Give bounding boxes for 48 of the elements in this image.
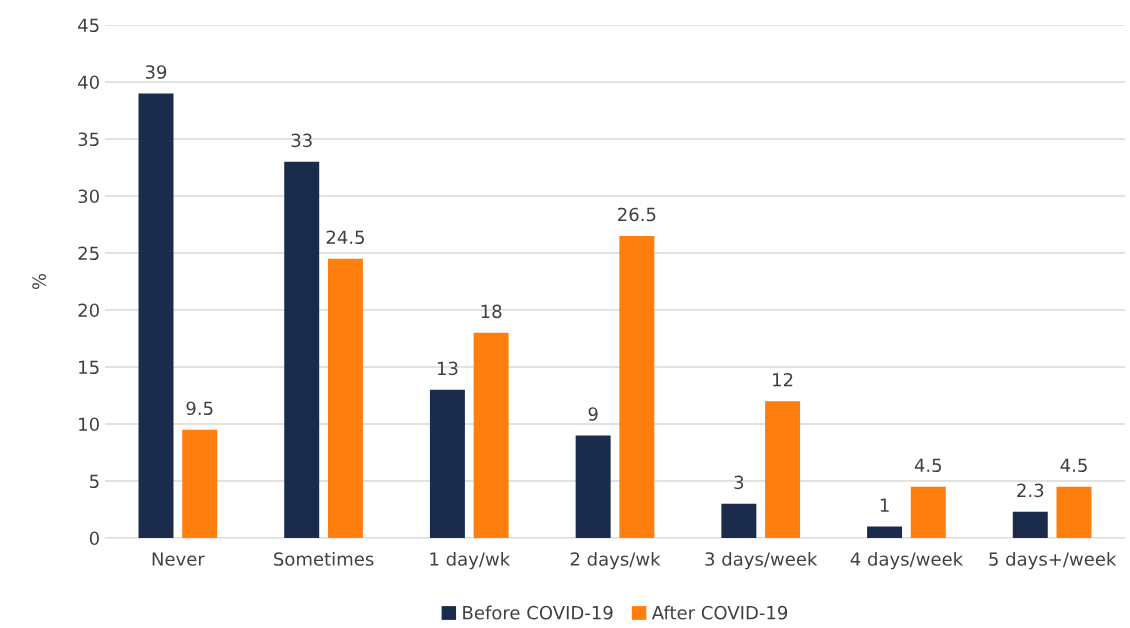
bar bbox=[765, 401, 801, 538]
y-tick-label: 20 bbox=[78, 303, 99, 318]
data-label: 33 bbox=[291, 133, 312, 148]
bar bbox=[867, 526, 903, 538]
bar bbox=[284, 161, 320, 538]
x-tick-label: 2 days/wk bbox=[570, 551, 661, 570]
data-label: 9.5 bbox=[186, 401, 213, 416]
data-label: 13 bbox=[437, 361, 458, 376]
bar bbox=[138, 93, 174, 538]
bar bbox=[910, 486, 946, 538]
bar bbox=[575, 435, 611, 538]
data-label: 1 bbox=[880, 498, 889, 512]
y-tick-label: 15 bbox=[79, 360, 99, 375]
data-label: 9 bbox=[588, 407, 598, 421]
y-tick-label: 30 bbox=[78, 189, 99, 204]
y-tick-label: 25 bbox=[78, 246, 99, 261]
y-tick-label: 45 bbox=[78, 18, 99, 33]
bar bbox=[619, 235, 655, 538]
y-axis-title: % bbox=[32, 273, 46, 290]
x-tick-label: Sometimes bbox=[274, 551, 374, 566]
bar bbox=[1056, 486, 1092, 538]
data-label: 24.5 bbox=[326, 230, 364, 245]
bar bbox=[473, 332, 509, 538]
y-tick-label: 40 bbox=[78, 75, 99, 90]
bar bbox=[429, 389, 465, 538]
x-tick-label: 1 day/wk bbox=[430, 551, 511, 570]
x-tick-label: Never bbox=[152, 552, 205, 566]
y-tick-label: 10 bbox=[79, 417, 99, 432]
data-label: 4.5 bbox=[1060, 458, 1087, 473]
legend-label: Before COVID-19 bbox=[463, 605, 613, 620]
x-tick-label: 3 days/week bbox=[705, 551, 818, 570]
data-label: 26.5 bbox=[618, 207, 656, 222]
x-tick-label: 5 days+/week bbox=[989, 551, 1117, 570]
data-label: 3 bbox=[734, 475, 744, 490]
data-label: 18 bbox=[481, 304, 502, 319]
y-tick-label: 35 bbox=[78, 132, 99, 147]
bar bbox=[1012, 511, 1048, 538]
data-label: 2.3 bbox=[1017, 483, 1044, 498]
bar bbox=[721, 503, 757, 538]
y-tick-label: 0 bbox=[89, 531, 99, 546]
legend-label: After COVID-19 bbox=[651, 605, 788, 620]
bar bbox=[327, 258, 363, 538]
data-label: 4.5 bbox=[914, 458, 942, 473]
data-label: 12 bbox=[773, 372, 793, 387]
y-tick-label: 5 bbox=[90, 474, 99, 489]
x-tick-label: 4 days/week bbox=[850, 551, 964, 570]
data-label: 39 bbox=[145, 65, 167, 79]
bar bbox=[182, 429, 218, 538]
